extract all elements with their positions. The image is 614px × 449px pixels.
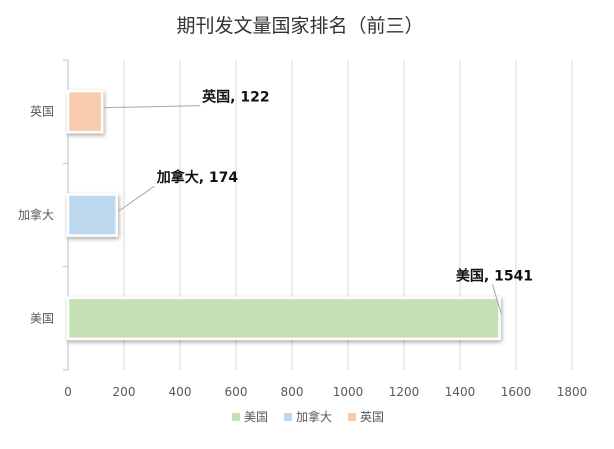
x-tick-label: 400 — [169, 385, 192, 399]
legend-swatch — [348, 413, 356, 421]
bar — [66, 193, 118, 237]
data-label: 美国, 1541 — [456, 267, 533, 284]
x-tick-label: 1600 — [501, 385, 532, 399]
bars — [66, 89, 501, 341]
x-tick-label: 1200 — [389, 385, 420, 399]
data-labels: 英国, 122 加拿大, 174 美国, 1541 — [104, 89, 533, 315]
category-label: 英国 — [30, 105, 54, 119]
bar — [66, 89, 104, 134]
leader-line — [118, 185, 156, 212]
bar — [66, 296, 501, 341]
x-tick-label: 1800 — [557, 385, 588, 399]
x-tick-label: 0 — [64, 385, 72, 399]
x-tick-label: 200 — [113, 385, 136, 399]
chart-title: 期刊发文量国家排名（前三） — [176, 15, 423, 37]
x-tick-label: 1000 — [333, 385, 364, 399]
legend-label: 加拿大 — [296, 409, 332, 424]
x-tick-label: 800 — [281, 385, 304, 399]
x-tick-label: 1400 — [445, 385, 476, 399]
legend: 美国 加拿大 英国 — [232, 409, 384, 424]
data-label: 英国, 122 — [201, 89, 269, 106]
legend-label: 英国 — [360, 410, 384, 424]
gridlines — [67, 60, 573, 370]
legend-swatch — [284, 413, 292, 421]
category-label: 加拿大 — [18, 207, 54, 222]
legend-swatch — [232, 413, 240, 421]
category-label: 美国 — [30, 311, 54, 325]
legend-label: 美国 — [244, 410, 268, 424]
leader-line — [492, 284, 502, 315]
data-label: 加拿大, 174 — [156, 169, 239, 186]
leader-line — [104, 105, 201, 109]
x-tick-label: 600 — [225, 385, 248, 399]
